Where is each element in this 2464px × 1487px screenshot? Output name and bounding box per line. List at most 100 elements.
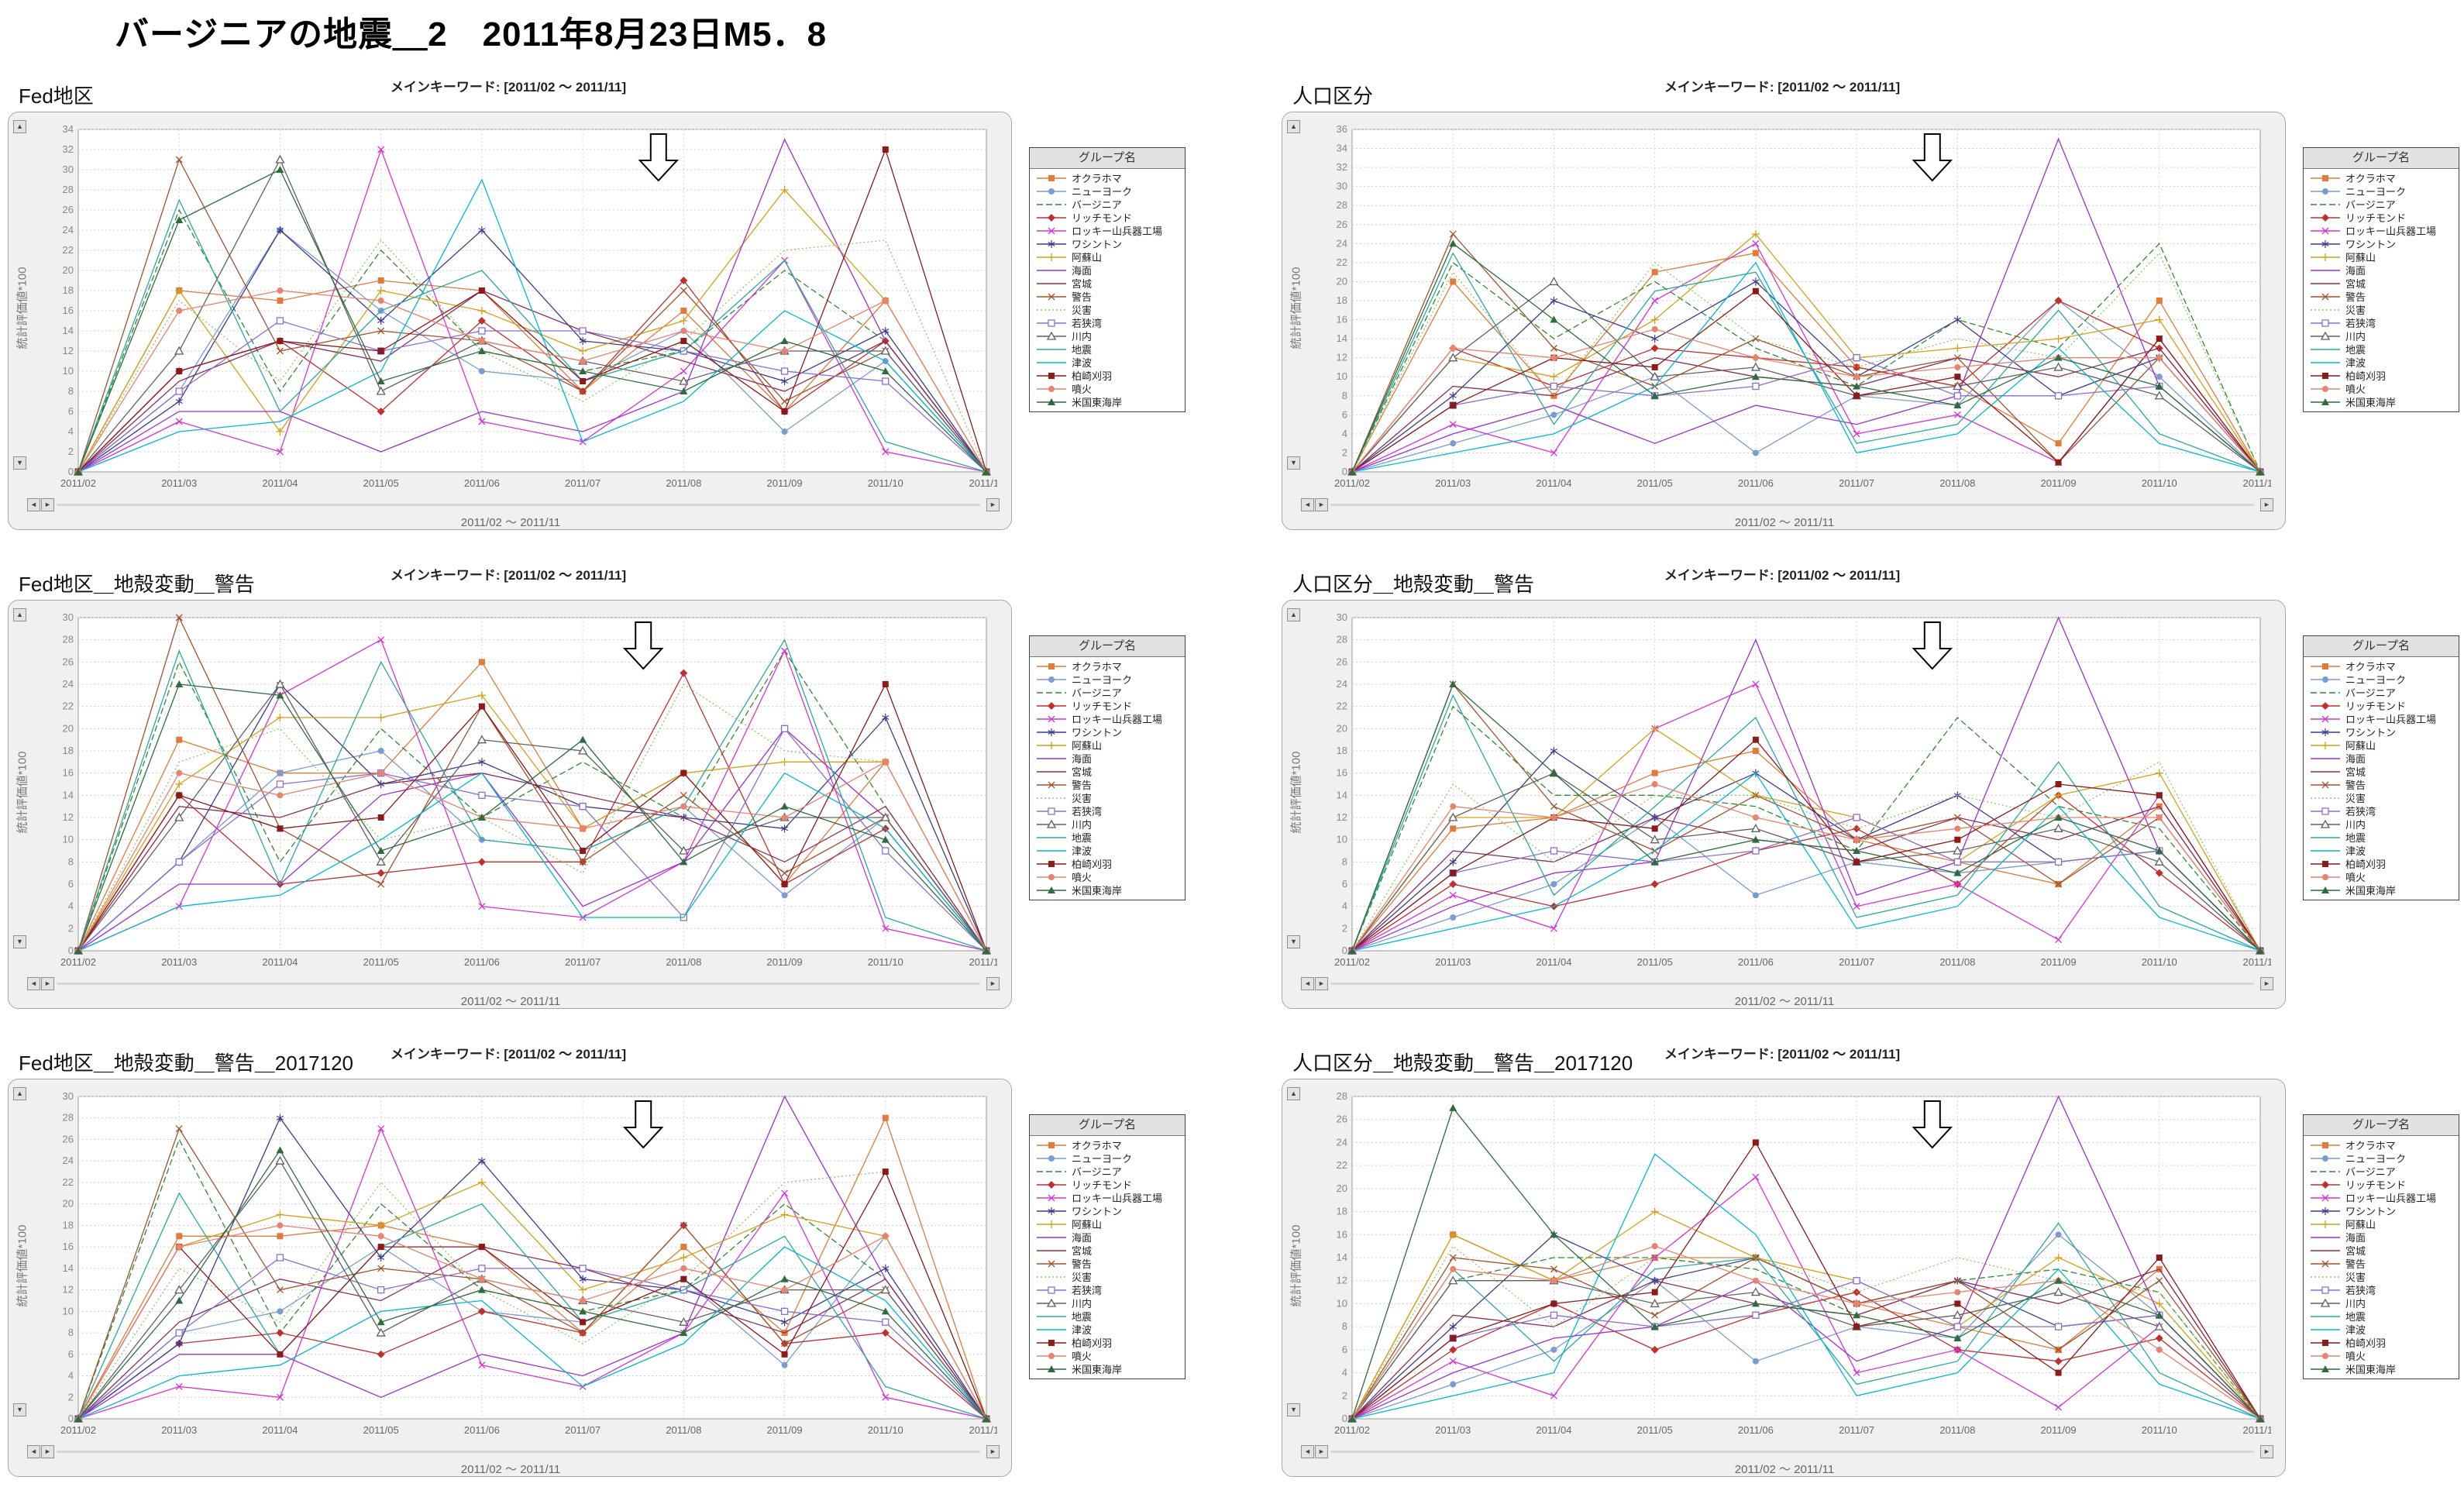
h-scrollbar-track[interactable] [57, 1451, 980, 1453]
y-scroll-up-button[interactable]: ▲ [13, 120, 26, 133]
legend-item: 川内 [2304, 1296, 2459, 1310]
y-scroll-down-button[interactable]: ▼ [1287, 935, 1300, 948]
h-scroll-left-button[interactable]: ◄ [1301, 498, 1314, 511]
h-scroll-left-button[interactable]: ◄ [1301, 1445, 1314, 1458]
legend-marker-icon [1037, 282, 1066, 284]
down-arrow-annotation [1912, 1100, 1953, 1149]
svg-text:22: 22 [1337, 256, 1347, 268]
svg-text:34: 34 [1337, 143, 1347, 154]
legend-item: 津波 [1030, 356, 1185, 369]
h-scroll-right-button[interactable]: ► [986, 977, 1000, 990]
h-scroll-step-button[interactable]: ► [1315, 498, 1328, 511]
legend-item-label: 若狭湾 [2345, 1285, 2376, 1296]
legend-item-label: ニューヨーク [2345, 674, 2407, 686]
legend-item-label: 阿蘇山 [2345, 740, 2376, 752]
legend-marker-icon [1037, 886, 1066, 893]
h-scroll-right-button[interactable]: ► [2260, 1445, 2273, 1458]
h-scrollbar-track[interactable] [1330, 1451, 2254, 1453]
legend-item: ロッキー山兵器工場 [1030, 224, 1185, 237]
h-scroll-right-button[interactable]: ► [2260, 977, 2273, 990]
y-scroll-down-button[interactable]: ▼ [13, 935, 26, 948]
svg-text:10: 10 [63, 1305, 74, 1317]
legend-item-label: 海面 [1072, 1232, 1093, 1244]
down-arrow-annotation [622, 1100, 664, 1149]
legend-item: 警告 [1030, 778, 1185, 791]
h-scroll-step-button[interactable]: ► [1315, 977, 1328, 990]
legend-item: ワシントン [1030, 237, 1185, 250]
h-scroll-right-button[interactable]: ► [2260, 498, 2273, 511]
chart-area: ▲ ▼ 統計評価値*100 0 2 4 6 8 10 12 14 16 18 20 22 24 26 28 3… [1282, 600, 2286, 1009]
svg-text:26: 26 [1337, 1114, 1347, 1125]
legend-box: グループ名 オクラホマ ニューヨーク バージニア リッチモンド ロッキー山兵器工場 ワシン… [1029, 147, 1186, 412]
h-scroll-step-button[interactable]: ► [41, 1445, 54, 1458]
h-scroll-left-button[interactable]: ◄ [27, 1445, 40, 1458]
h-scroll-left-button[interactable]: ◄ [27, 977, 40, 990]
legend-marker-icon [1037, 1180, 1066, 1189]
y-scroll-down-button[interactable]: ▼ [1287, 456, 1300, 470]
legend-marker-icon [2311, 1339, 2340, 1346]
h-scrollbar-track[interactable] [1330, 983, 2254, 985]
legend-marker-icon [2311, 886, 2340, 893]
legend-marker-icon [2311, 1249, 2340, 1251]
y-scroll-up-button[interactable]: ▲ [13, 608, 26, 621]
h-scrollbar-track[interactable] [57, 504, 980, 506]
svg-text:36: 36 [1337, 123, 1347, 135]
legend-item-label: 津波 [2345, 357, 2366, 369]
h-scroll-step-button[interactable]: ► [41, 977, 54, 990]
svg-text:2011/10: 2011/10 [2142, 956, 2177, 968]
legend-item-label: 津波 [1072, 1324, 1093, 1336]
legend-title: グループ名 [2304, 148, 2459, 169]
h-scroll-left-button[interactable]: ◄ [27, 498, 40, 511]
legend-marker-icon [1037, 385, 1066, 392]
svg-text:2011/10: 2011/10 [868, 956, 903, 968]
svg-text:12: 12 [63, 345, 74, 356]
legend-item: 津波 [1030, 844, 1185, 857]
h-scroll-right-button[interactable]: ► [986, 498, 1000, 511]
legend-item: 柏崎刈羽 [1030, 857, 1185, 870]
legend-marker-icon [2311, 757, 2340, 759]
svg-text:26: 26 [63, 204, 74, 215]
legend-item: ワシントン [1030, 725, 1185, 738]
legend-item-label: バージニア [2345, 199, 2396, 211]
y-scroll-down-button[interactable]: ▼ [13, 456, 26, 470]
y-scroll-up-button[interactable]: ▲ [1287, 120, 1300, 133]
h-scrollbar-track[interactable] [1330, 504, 2254, 506]
y-scroll-down-button[interactable]: ▼ [1287, 1403, 1300, 1416]
legend-box: グループ名 オクラホマ ニューヨーク バージニア リッチモンド ロッキー山兵器工場 ワシン… [2303, 147, 2459, 412]
y-scroll-up-button[interactable]: ▲ [13, 1087, 26, 1100]
h-scroll-step-button[interactable]: ► [41, 498, 54, 511]
legend-marker-icon [2311, 318, 2340, 327]
y-scroll-up-button[interactable]: ▲ [1287, 608, 1300, 621]
legend-marker-icon [1037, 213, 1066, 222]
svg-text:16: 16 [63, 1241, 74, 1252]
legend-marker-icon [1037, 203, 1066, 205]
svg-text:2011/09: 2011/09 [2041, 477, 2077, 489]
legend-item-label: 柏崎刈羽 [1072, 370, 1113, 382]
legend-item-label: 災害 [1072, 1272, 1093, 1283]
svg-text:8: 8 [68, 385, 74, 397]
panel-title: Fed地区 [19, 84, 94, 108]
legend-marker-icon [2311, 1141, 2340, 1148]
legend-item-label: 海面 [2345, 753, 2366, 765]
svg-text:2011/08: 2011/08 [1939, 1424, 1975, 1436]
legend-marker-icon [1037, 361, 1066, 363]
svg-text:0: 0 [68, 466, 74, 477]
y-scroll-down-button[interactable]: ▼ [13, 1403, 26, 1416]
legend-marker-icon [2311, 663, 2340, 669]
y-scroll-up-button[interactable]: ▲ [1287, 1087, 1300, 1100]
legend-item-label: ワシントン [2345, 727, 2397, 738]
h-scroll-left-button[interactable]: ◄ [1301, 977, 1314, 990]
svg-text:12: 12 [63, 1284, 74, 1296]
svg-text:6: 6 [68, 405, 74, 417]
legend-item-label: 噴火 [1072, 872, 1093, 883]
legend-item-label: 地震 [2345, 1311, 2366, 1323]
legend-item: 地震 [1030, 342, 1185, 356]
legend-item-label: リッチモンド [2345, 700, 2407, 712]
legend-item: 災害 [1030, 303, 1185, 316]
h-scrollbar-track[interactable] [57, 983, 980, 985]
h-scroll-right-button[interactable]: ► [986, 1445, 1000, 1458]
y-axis-label: 統計評価値*100 [1289, 751, 1303, 834]
h-scroll-step-button[interactable]: ► [1315, 1445, 1328, 1458]
legend-item: リッチモンド [1030, 699, 1185, 712]
